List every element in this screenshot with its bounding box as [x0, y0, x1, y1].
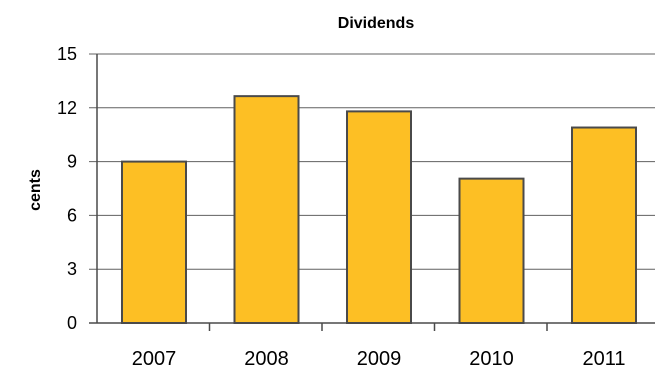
bar-2011: [571, 126, 637, 324]
bar-2010: [458, 177, 525, 324]
y-tick-label: 3: [67, 259, 77, 279]
x-tick-labels: 2007 2008 2009 2010 2011: [132, 348, 626, 370]
chart-title: Dividends: [338, 15, 415, 32]
x-tick-label: 2011: [582, 348, 625, 370]
bar-2007: [121, 160, 187, 324]
y-axis-label: cents: [27, 169, 44, 211]
axes: [89, 54, 655, 331]
y-tick-label: 0: [67, 313, 77, 333]
x-tick-label: 2008: [244, 348, 289, 370]
y-tick-label: 15: [57, 44, 77, 64]
y-tick-label: 6: [67, 205, 77, 225]
x-tick-label: 2009: [357, 348, 402, 370]
bar-2009: [346, 110, 412, 324]
x-tick-label: 2007: [132, 348, 177, 370]
y-tick-labels: 0 3 6 9 12 15: [57, 44, 77, 333]
x-tick-label: 2010: [469, 348, 514, 370]
bars: [121, 95, 637, 325]
y-tick-label: 12: [57, 98, 77, 118]
y-tick-label: 9: [67, 152, 77, 172]
bar-2008: [233, 95, 300, 325]
